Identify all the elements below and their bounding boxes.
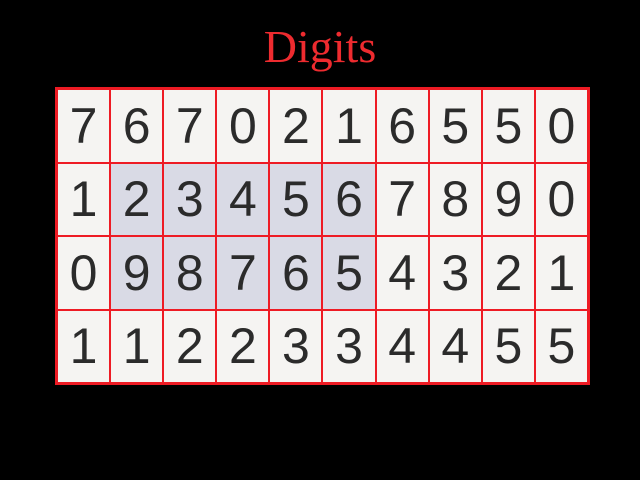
digit-cell: 0 bbox=[535, 90, 587, 162]
digit-cell: 8 bbox=[164, 237, 216, 309]
digit-cell: 1 bbox=[323, 90, 375, 162]
digit-cell: 4 bbox=[217, 163, 269, 235]
digit-cell: 8 bbox=[429, 163, 481, 235]
digit-cell: 3 bbox=[323, 310, 375, 382]
digit-cell: 9 bbox=[111, 237, 163, 309]
digit-cell: 9 bbox=[482, 163, 534, 235]
digit-cell: 3 bbox=[270, 310, 322, 382]
digit-cell: 4 bbox=[376, 237, 428, 309]
digit-cell: 1 bbox=[111, 310, 163, 382]
digit-cell: 7 bbox=[58, 90, 110, 162]
digit-cell: 6 bbox=[270, 237, 322, 309]
digit-cell: 4 bbox=[376, 310, 428, 382]
digit-cell: 6 bbox=[376, 90, 428, 162]
digit-cell: 4 bbox=[429, 310, 481, 382]
digit-cell: 2 bbox=[482, 237, 534, 309]
digit-cell: 0 bbox=[217, 90, 269, 162]
digit-cell: 5 bbox=[482, 90, 534, 162]
digit-cell: 1 bbox=[58, 163, 110, 235]
digit-cell: 7 bbox=[376, 163, 428, 235]
digit-cell: 2 bbox=[164, 310, 216, 382]
digit-cell: 1 bbox=[535, 237, 587, 309]
digit-cell: 3 bbox=[429, 237, 481, 309]
digit-cell: 3 bbox=[164, 163, 216, 235]
digit-cell: 6 bbox=[323, 163, 375, 235]
digit-cell: 5 bbox=[323, 237, 375, 309]
digit-cell: 5 bbox=[535, 310, 587, 382]
digit-cell: 7 bbox=[164, 90, 216, 162]
digit-cell: 5 bbox=[429, 90, 481, 162]
digit-cell: 2 bbox=[111, 163, 163, 235]
page-title: Digits bbox=[263, 21, 377, 72]
digit-cell: 6 bbox=[111, 90, 163, 162]
digit-cell: 1 bbox=[58, 310, 110, 382]
digit-cell: 0 bbox=[58, 237, 110, 309]
digit-cell: 5 bbox=[482, 310, 534, 382]
digit-cell: 2 bbox=[270, 90, 322, 162]
digit-cell: 7 bbox=[217, 237, 269, 309]
digit-cell: 5 bbox=[270, 163, 322, 235]
digit-cell: 2 bbox=[217, 310, 269, 382]
digit-cell: 0 bbox=[535, 163, 587, 235]
